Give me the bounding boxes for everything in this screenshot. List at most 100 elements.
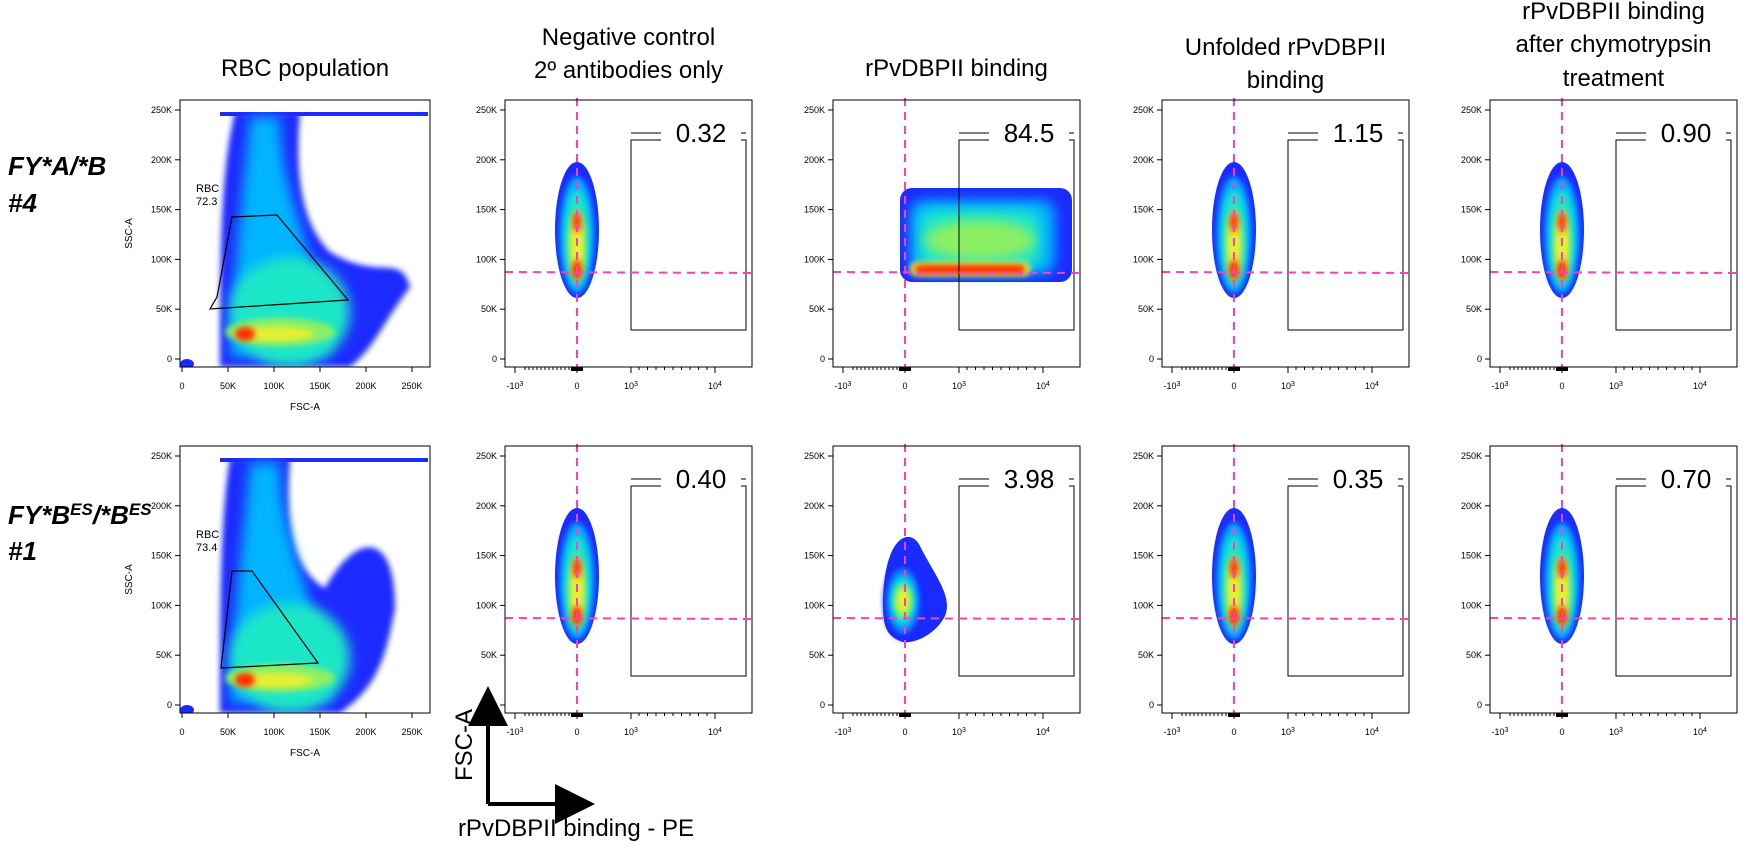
binding-population-peak bbox=[915, 265, 1025, 274]
threshold-horizontal bbox=[832, 617, 1086, 620]
x-tick-label: -103 bbox=[507, 381, 524, 392]
zero-tick-cluster bbox=[1228, 367, 1240, 371]
rbc-gate-polygon bbox=[220, 570, 320, 669]
plot-frame bbox=[832, 99, 1081, 368]
y-tick-label: 250K bbox=[1461, 451, 1482, 461]
zero-tick-cluster bbox=[571, 367, 583, 371]
column-title-1-line-1: 2º antibodies only bbox=[534, 57, 723, 84]
y-tick-label: 250K bbox=[151, 105, 172, 115]
tick-base: 10 bbox=[1036, 727, 1046, 737]
gate-percent: 0.35 bbox=[1333, 464, 1384, 494]
binding-gate-rect bbox=[1615, 485, 1732, 677]
column-title-2-line-0: rPvDBPII binding bbox=[865, 55, 1048, 82]
rbc-gate-label: RBC bbox=[196, 183, 219, 195]
column-title-4-line-1: after chymotrypsin bbox=[1515, 31, 1711, 58]
tick-exponent: 3 bbox=[1291, 381, 1295, 388]
zero-tick-cluster bbox=[1228, 713, 1240, 717]
saturation-edge bbox=[220, 112, 428, 116]
tick-base: 10 bbox=[1281, 727, 1291, 737]
x-axis-label: FSC-A bbox=[290, 748, 320, 759]
tick-exponent: 3 bbox=[848, 727, 852, 734]
y-tick-label: 150K bbox=[476, 205, 497, 215]
y-tick-label: 0 bbox=[492, 354, 497, 364]
y-tick-label: 50K bbox=[1466, 304, 1482, 314]
threshold-horizontal bbox=[504, 271, 758, 274]
tick-base: 0 bbox=[902, 381, 907, 391]
tick-base: 10 bbox=[1365, 381, 1375, 391]
y-tick-label: 0 bbox=[1477, 354, 1482, 364]
y-tick-label: 100K bbox=[476, 600, 497, 610]
binding-peak-upper bbox=[1230, 558, 1238, 578]
y-tick-label: 200K bbox=[804, 155, 825, 165]
y-tick-label: 250K bbox=[804, 451, 825, 461]
gate-percent: 0.40 bbox=[676, 464, 727, 494]
zero-tick-cluster bbox=[1556, 367, 1568, 371]
x-tick-label: -103 bbox=[507, 727, 524, 738]
y-tick-label: 150K bbox=[151, 551, 172, 561]
x-tick-label: 104 bbox=[708, 381, 722, 392]
x-tick-label: 0 bbox=[179, 727, 184, 737]
y-tick-label: 250K bbox=[804, 105, 825, 115]
threshold-horizontal bbox=[1489, 271, 1743, 274]
x-tick-label: 150K bbox=[309, 381, 330, 391]
tick-exponent: 4 bbox=[1375, 381, 1379, 388]
binding-gate-rect bbox=[1287, 485, 1404, 677]
binding-gate-rect bbox=[630, 485, 747, 677]
tick-base: 10 bbox=[624, 727, 634, 737]
plot-frame bbox=[832, 445, 1081, 714]
density-body bbox=[883, 536, 947, 643]
y-tick-label: 150K bbox=[1133, 205, 1154, 215]
zero-tick-cluster bbox=[899, 367, 911, 371]
tick-exponent: 3 bbox=[962, 381, 966, 388]
tick-base: 10 bbox=[952, 727, 962, 737]
y-tick-label: 0 bbox=[167, 354, 172, 364]
genotype-part-1: ES bbox=[70, 500, 93, 519]
y-tick-label: 200K bbox=[151, 155, 172, 165]
x-tick-label: 0 bbox=[902, 381, 907, 391]
density-body bbox=[180, 112, 428, 367]
row-label-genotype-0: FY*A/*B bbox=[8, 151, 106, 181]
x-tick-label: 104 bbox=[1036, 381, 1050, 392]
population-peak bbox=[235, 673, 255, 687]
tick-base: 0 bbox=[1559, 727, 1564, 737]
plot-frame bbox=[1489, 99, 1738, 368]
tick-exponent: 3 bbox=[1505, 727, 1509, 734]
tick-base: 10 bbox=[624, 381, 634, 391]
genotype-part-0: FY*B bbox=[8, 500, 70, 530]
tick-base: -10 bbox=[1164, 381, 1177, 391]
y-tick-label: 250K bbox=[1461, 105, 1482, 115]
tick-base: -10 bbox=[1492, 381, 1505, 391]
tick-base: -10 bbox=[507, 381, 520, 391]
y-tick-label: 150K bbox=[804, 551, 825, 561]
column-title-4-line-0: rPvDBPII binding bbox=[1522, 0, 1705, 25]
plot-frame bbox=[1161, 99, 1410, 368]
y-tick-label: 100K bbox=[151, 600, 172, 610]
y-tick-label: 200K bbox=[1133, 155, 1154, 165]
threshold-horizontal bbox=[504, 617, 758, 620]
rbc-gate-value: 73.4 bbox=[196, 542, 217, 554]
x-tick-label: 250K bbox=[401, 381, 422, 391]
debris-dot bbox=[180, 359, 194, 367]
tick-base: 0 bbox=[902, 727, 907, 737]
y-tick-label: 0 bbox=[167, 700, 172, 710]
column-title-4-line-2: treatment bbox=[1563, 65, 1665, 92]
rbc-gate-label: RBC bbox=[196, 529, 219, 541]
y-tick-label: 150K bbox=[1461, 551, 1482, 561]
genotype-part-2: /*B bbox=[92, 500, 129, 530]
column-title-3-line-1: binding bbox=[1247, 67, 1324, 94]
y-tick-label: 250K bbox=[151, 451, 172, 461]
x-tick-label: 100K bbox=[263, 381, 284, 391]
x-tick-label: -103 bbox=[835, 727, 852, 738]
tick-base: 10 bbox=[1693, 381, 1703, 391]
binding-peak-upper bbox=[1558, 212, 1566, 232]
tick-exponent: 3 bbox=[634, 727, 638, 734]
density-body bbox=[180, 458, 428, 713]
y-tick-label: 200K bbox=[1133, 501, 1154, 511]
y-tick-label: 50K bbox=[481, 304, 497, 314]
y-tick-label: 250K bbox=[476, 451, 497, 461]
binding-core-level-5 bbox=[897, 589, 909, 613]
y-tick-label: 150K bbox=[151, 205, 172, 215]
y-tick-label: 250K bbox=[476, 105, 497, 115]
tick-exponent: 4 bbox=[718, 381, 722, 388]
